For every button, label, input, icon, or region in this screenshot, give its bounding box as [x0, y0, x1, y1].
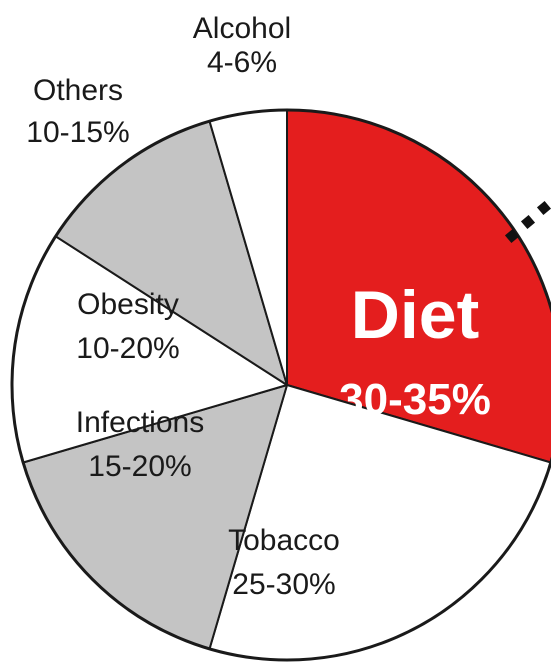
- slice-value-obesity: 10-20%: [76, 332, 179, 365]
- leader-dot-3: [536, 200, 551, 216]
- slice-value-tobacco: 25-30%: [232, 568, 335, 601]
- slice-label-alcohol: Alcohol: [193, 12, 291, 45]
- slice-value-infections: 15-20%: [88, 450, 191, 483]
- pie-outline: [10, 108, 551, 662]
- leader-dot-2: [520, 214, 536, 230]
- slice-label-diet: Diet: [351, 277, 479, 353]
- slice-value-alcohol: 4-6%: [207, 46, 277, 79]
- slice-label-others: Others: [33, 74, 123, 107]
- slice-label-obesity: Obesity: [77, 288, 179, 321]
- slice-value-diet: 30-35%: [339, 375, 491, 424]
- pie-slices: [11, 109, 551, 661]
- dotted-leader: [504, 200, 551, 244]
- pie-labels: Diet 30-35% Tobacco 25-30% Infections 15-20% O…: [26, 12, 491, 601]
- slice-label-tobacco: Tobacco: [228, 524, 340, 557]
- slice-label-infections: Infections: [76, 406, 204, 439]
- slice-value-others: 10-15%: [26, 116, 129, 149]
- leader-dot-1: [504, 228, 520, 244]
